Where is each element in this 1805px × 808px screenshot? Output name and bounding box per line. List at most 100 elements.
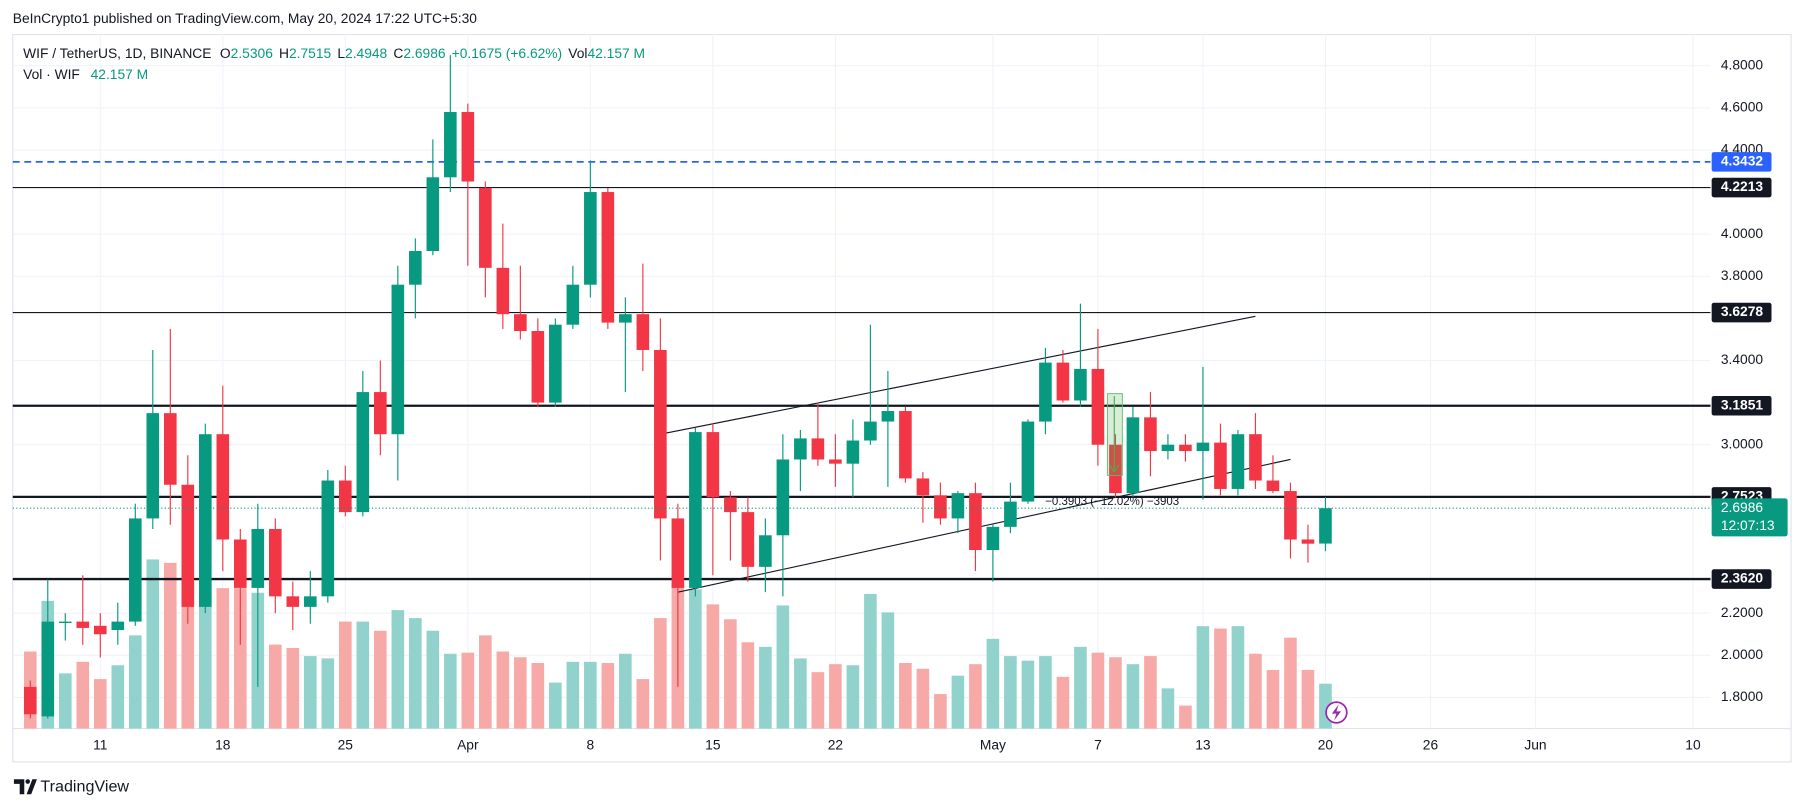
volume-bar	[146, 559, 160, 729]
volume	[23, 559, 1332, 729]
candle-body	[163, 413, 177, 485]
x-tick-label: 15	[705, 736, 721, 752]
volume-bar	[1179, 705, 1192, 729]
volume-bar	[1056, 676, 1070, 729]
volume-bar	[374, 630, 387, 729]
candle-body	[794, 438, 807, 460]
level-label-box	[1711, 177, 1772, 198]
volume-bar	[1144, 656, 1157, 729]
level-label: 3.6278	[1721, 303, 1764, 319]
volume-bar	[934, 694, 947, 729]
volume-bar	[216, 588, 230, 729]
x-tick-label: Jun	[1524, 736, 1546, 752]
candle-body	[146, 413, 160, 519]
volume-bar	[584, 661, 597, 729]
level-label-box	[1711, 302, 1772, 323]
value-vol: 42.157 M	[588, 45, 646, 61]
candle-body	[286, 596, 300, 607]
volume-bar	[496, 651, 510, 729]
volume-bar	[234, 588, 247, 729]
level-label: 4.2213	[1721, 178, 1764, 194]
candle-body	[391, 284, 405, 435]
x-tick-label: Apr	[457, 736, 479, 752]
candle-body	[426, 177, 440, 251]
candle-body	[776, 459, 790, 536]
x-tick-label: 22	[828, 736, 843, 752]
value-open: 2.5306	[231, 45, 274, 61]
x-tick-label: 13	[1195, 736, 1211, 752]
volume-bar	[531, 663, 545, 729]
volume-bar	[654, 618, 667, 729]
candle-body	[1319, 508, 1332, 544]
y-tick-label: 2.0000	[1721, 646, 1764, 662]
candle-body	[741, 512, 755, 567]
volume-bar	[706, 604, 720, 729]
candle-body	[1301, 539, 1315, 544]
candle-body	[759, 535, 772, 567]
candle-body	[444, 112, 457, 178]
candle-body	[706, 432, 720, 498]
alert-bolt	[1331, 704, 1342, 721]
volume-bar	[916, 668, 930, 729]
candle-body	[671, 518, 685, 588]
candle-body	[1056, 362, 1070, 401]
candle-body	[269, 528, 282, 597]
brand-logo	[13, 779, 37, 795]
y-tick-label: 3.0000	[1721, 435, 1764, 451]
volume-bar	[566, 661, 580, 729]
candle-body	[1126, 417, 1140, 494]
volume-bar	[1249, 653, 1262, 729]
candle-body	[409, 250, 422, 285]
level-label: 4.3432	[1721, 153, 1764, 169]
volume-bar	[163, 562, 177, 729]
volume-bar	[304, 656, 317, 729]
volume-bar	[514, 657, 527, 729]
candle-body	[216, 434, 230, 540]
candle-body	[111, 621, 125, 631]
volume-bar	[76, 661, 90, 729]
volume-bar	[269, 644, 282, 729]
candle-body	[1196, 442, 1210, 452]
legend-volume: Vol · WIF 42.157 M	[23, 65, 148, 81]
volume-bar	[619, 653, 632, 729]
candle-body	[199, 434, 212, 607]
volume-bar	[1091, 652, 1105, 729]
volume-bar	[181, 580, 195, 729]
candle-body	[1109, 444, 1122, 494]
volume-bar	[951, 675, 965, 729]
volume-bar	[1231, 626, 1245, 729]
value-high: 2.7515	[289, 45, 332, 61]
volume-bar	[864, 593, 877, 729]
volume-bar	[829, 664, 842, 729]
candle-body	[654, 349, 667, 519]
volume-bar	[426, 630, 440, 729]
x-tick-label: 25	[338, 736, 354, 752]
symbol: WIF / TetherUS, 1D, BINANCE	[23, 45, 211, 61]
x-tick-label: 11	[93, 736, 107, 752]
brand: TradingView	[13, 778, 129, 796]
volume-bar	[409, 618, 422, 729]
candle-body	[829, 459, 842, 464]
legend-main: WIF / TetherUS, 1D, BINANCE O2.5306 H2.7…	[23, 45, 645, 61]
candle-body	[1249, 434, 1262, 481]
trend-line	[660, 315, 1256, 435]
volume-bar	[321, 658, 335, 729]
value-low: 2.4948	[345, 45, 388, 61]
volume-bar	[1284, 637, 1297, 729]
volume-bar	[1214, 628, 1227, 729]
volume-bar	[461, 652, 475, 729]
candle-body	[846, 440, 860, 464]
volume-bar	[58, 673, 72, 729]
candle-body	[93, 625, 107, 635]
volume-bar	[391, 610, 405, 729]
volume-bar	[1161, 688, 1175, 729]
volume-bar	[479, 635, 492, 729]
candle-body	[23, 686, 37, 715]
y-tick-label: 2.2000	[1721, 604, 1764, 620]
candle-body	[619, 314, 632, 323]
volume-bar	[339, 621, 352, 729]
level-label-box	[1711, 395, 1772, 416]
candle-body	[1179, 444, 1192, 452]
candle-body	[128, 518, 142, 622]
